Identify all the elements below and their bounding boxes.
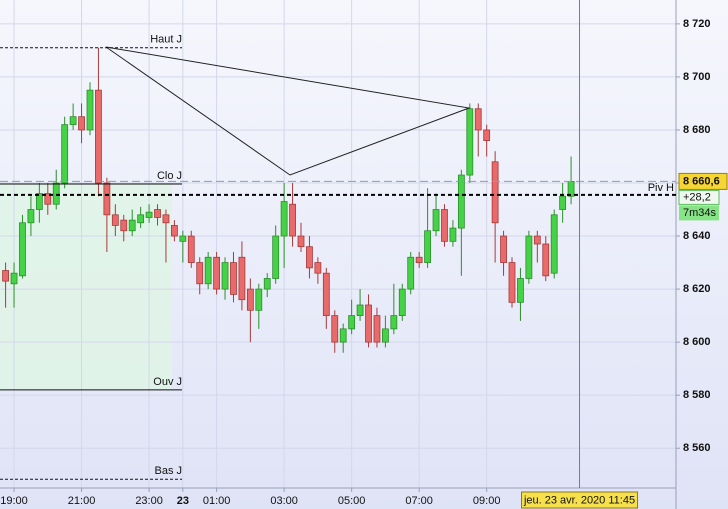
candle-body: [19, 222, 26, 277]
candle-body: [145, 211, 153, 218]
candle-body: [103, 182, 111, 216]
candle-body: [533, 235, 541, 245]
candle-body: [483, 129, 491, 141]
x-tick-label: 03:00: [270, 495, 298, 507]
candle-body: [137, 214, 145, 224]
candle-body: [255, 288, 263, 311]
candle-body: [356, 304, 364, 317]
candle-body: [162, 214, 170, 224]
candle-body: [381, 328, 389, 343]
candle-body: [61, 124, 69, 184]
candle-body: [35, 193, 43, 210]
candle-body: [331, 315, 339, 343]
candle-body: [550, 214, 558, 274]
candle-body: [2, 270, 9, 282]
candle-body: [424, 230, 432, 263]
change-box: [678, 189, 720, 205]
candle-body: [407, 256, 415, 290]
x-tick-label: 23: [177, 495, 189, 507]
candle-body: [491, 161, 499, 224]
y-tick-label: 8 560: [683, 442, 711, 454]
candle-body: [306, 246, 313, 269]
candle-body: [272, 235, 280, 279]
candle-body: [373, 315, 381, 343]
y-tick-label: 8 640: [683, 230, 711, 242]
x-tick-label: 09:00: [473, 495, 501, 507]
candle-body: [128, 219, 136, 232]
candle-body: [78, 116, 85, 131]
candle-body: [322, 272, 330, 317]
candle-body: [213, 256, 221, 290]
candle-body: [365, 304, 372, 343]
candle-body: [500, 235, 507, 263]
y-tick-label: 8 700: [683, 71, 711, 83]
candle-body: [44, 193, 52, 205]
candle-body: [432, 209, 440, 232]
candle-body: [297, 235, 305, 248]
y-tick-label: 8 580: [683, 389, 711, 401]
x-tick-label: 23:00: [135, 495, 163, 507]
y-tick-label: 8 620: [683, 283, 711, 295]
crosshair-label: jeu. 23 avr. 2020 11:45: [523, 494, 635, 506]
candle-body: [348, 315, 356, 330]
x-tick-label: 19:00: [0, 495, 28, 507]
candle-body: [86, 89, 94, 131]
level-label: Clo J: [157, 170, 182, 182]
candle-body: [69, 116, 77, 126]
candle-body: [339, 328, 347, 343]
candle-body: [204, 256, 212, 285]
level-label: Haut J: [150, 34, 182, 46]
timer-box: [679, 205, 719, 221]
candle-body: [120, 219, 128, 232]
candle-body: [289, 203, 296, 237]
candle-body: [542, 243, 550, 277]
candle-body: [111, 214, 119, 226]
candle-body: [263, 278, 271, 290]
candle-body: [196, 262, 204, 285]
candle-body: [415, 256, 423, 263]
x-tick-label: 07:00: [405, 495, 433, 507]
candle-body: [390, 315, 398, 330]
candle-body: [187, 235, 195, 263]
candle-body: [457, 174, 465, 229]
candle-body: [52, 182, 60, 205]
candle-body: [221, 262, 229, 290]
candle-body: [179, 235, 187, 242]
candle-body: [525, 235, 533, 279]
change-label: +28,2: [683, 191, 711, 203]
candle-body: [10, 272, 18, 285]
candle-body: [517, 278, 524, 303]
drawn-trendlines: [105, 46, 471, 176]
x-tick-label: 21:00: [68, 495, 96, 507]
level-label: Ouv J: [153, 376, 182, 388]
candle-body: [508, 262, 516, 303]
pivot-label: Piv H: [648, 182, 674, 194]
candle-body: [449, 227, 457, 242]
candle-body: [474, 108, 482, 131]
level-label: Bas J: [154, 465, 182, 477]
candle-body: [559, 195, 567, 210]
candle-body: [238, 256, 246, 301]
candle-body: [398, 288, 406, 317]
candle-body: [95, 89, 102, 184]
x-tick-label: 05:00: [338, 495, 366, 507]
candle-body: [466, 108, 474, 176]
crosshair-label-box: [521, 491, 639, 509]
candle-body: [170, 225, 178, 237]
candle-body: [230, 262, 237, 295]
timer-label: 7m34s: [683, 207, 717, 219]
candle-body: [27, 209, 35, 224]
candle-body: [154, 209, 161, 218]
candle-body: [314, 262, 322, 274]
last-price-label: 8 660,6: [683, 175, 720, 187]
y-tick-label: 8 680: [683, 124, 711, 136]
y-tick-label: 8 600: [683, 336, 711, 348]
y-tick-label: 8 720: [683, 18, 711, 30]
candle-body: [441, 209, 448, 242]
x-tick-label: 01:00: [203, 495, 231, 507]
candle-body: [280, 201, 288, 237]
last-price-box: [678, 172, 728, 190]
candle-body: [246, 288, 254, 311]
